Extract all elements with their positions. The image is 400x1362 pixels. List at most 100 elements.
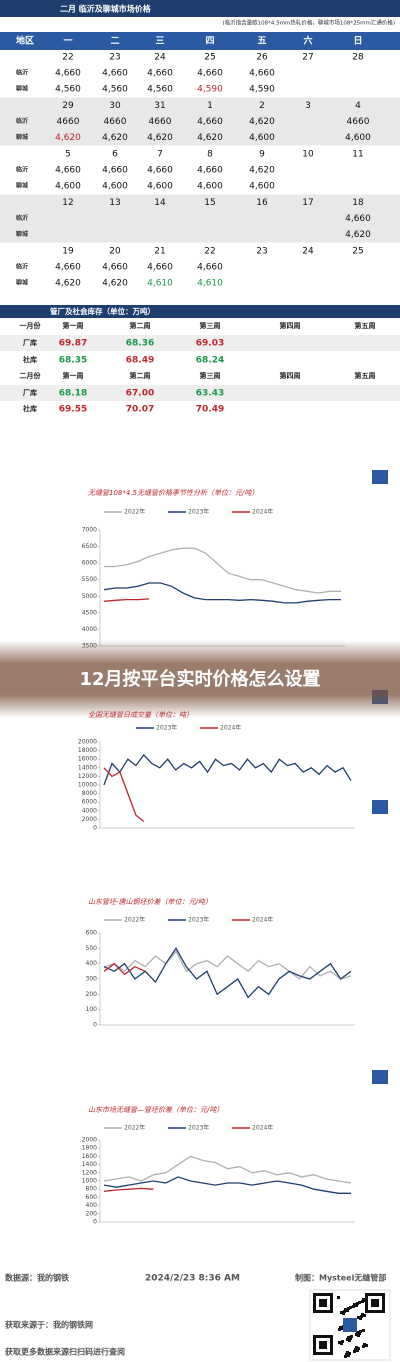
column-header: 四 xyxy=(205,36,214,47)
y-tick-label: 6500 xyxy=(82,543,97,550)
banner xyxy=(0,640,400,718)
price-cell: 4,620 xyxy=(249,166,275,176)
y-tick-label: 4500 xyxy=(82,609,97,616)
table-title: 管厂及社会库存（单位：万吨） xyxy=(50,306,155,316)
date-cell: 29 xyxy=(62,101,74,111)
price-cell: 4,600 xyxy=(345,133,371,143)
qr-module xyxy=(349,1306,352,1309)
qr-module xyxy=(357,1347,360,1350)
qr-module xyxy=(356,1331,359,1334)
y-tick-label: 400 xyxy=(86,1202,98,1209)
legend-label: 2024年 xyxy=(252,508,273,516)
qr-logo xyxy=(343,1318,357,1332)
row-bg xyxy=(0,335,400,351)
date-cell: 10 xyxy=(302,150,314,160)
price-cell: 4,560 xyxy=(55,85,81,95)
stock-cell: 第一周 xyxy=(63,321,84,330)
legend-label: 2022年 xyxy=(124,916,145,924)
legend-label: 2022年 xyxy=(124,508,145,516)
date-cell: 31 xyxy=(154,101,165,111)
qr-module xyxy=(337,1296,340,1299)
y-tick-label: 0 xyxy=(93,1219,97,1226)
price-cell: 4,600 xyxy=(147,182,173,192)
footer-text: 获取来源于：我的钢铁网 xyxy=(4,1320,93,1330)
series-line xyxy=(104,547,341,594)
qr-module xyxy=(362,1329,365,1332)
date-cell: 2 xyxy=(259,101,265,111)
price-cell: 4,660 xyxy=(55,69,81,79)
date-cell: 27 xyxy=(302,53,313,63)
y-tick-label: 2000 xyxy=(82,816,97,823)
qr-module xyxy=(355,1346,358,1349)
stock-cell: 一月份 xyxy=(20,321,42,330)
column-header: 地区 xyxy=(16,35,34,47)
qr-module xyxy=(343,1310,346,1313)
qr-module xyxy=(355,1333,358,1336)
column-header: 五 xyxy=(257,36,266,47)
legend-label: 2024年 xyxy=(220,724,241,732)
price-cell: 4,560 xyxy=(102,85,128,95)
stock-cell: 70.49 xyxy=(196,405,224,415)
price-cell: 4,660 xyxy=(55,263,81,273)
qr-finder-dot xyxy=(319,1341,327,1349)
region-label: 聊城 xyxy=(16,182,28,190)
column-header: 六 xyxy=(303,35,312,47)
stock-cell: 社库 xyxy=(22,355,37,364)
price-cell: 4,660 xyxy=(102,69,128,79)
banner-title: 12月按平台实时价格怎么设置 xyxy=(79,668,320,690)
qr-module xyxy=(347,1354,350,1357)
price-cell: 4,590 xyxy=(197,85,223,95)
date-cell: 19 xyxy=(62,247,74,257)
footer-text: 数据源：我的钢铁 xyxy=(5,1273,69,1283)
price-cell: 4,600 xyxy=(102,182,128,192)
qr-module xyxy=(341,1340,344,1343)
y-tick-label: 500 xyxy=(86,945,98,952)
header-row xyxy=(0,32,400,50)
region-label: 聊城 xyxy=(16,279,28,287)
stock-cell: 二月份 xyxy=(20,371,42,380)
y-tick-label: 12000 xyxy=(78,773,97,780)
stock-cell: 第二周 xyxy=(130,321,151,330)
y-tick-label: 600 xyxy=(86,930,98,937)
price-cell: 4660 xyxy=(347,117,370,127)
y-tick-label: 1200 xyxy=(82,1169,97,1176)
qr-module xyxy=(342,1312,345,1315)
price-cell: 4,600 xyxy=(197,182,223,192)
stock-cell: 68.36 xyxy=(126,339,154,349)
stock-cell: 厂库 xyxy=(23,338,37,347)
qr-module xyxy=(354,1348,357,1351)
y-tick-label: 2000 xyxy=(82,1137,97,1144)
y-tick-label: 18000 xyxy=(78,747,97,754)
price-cell: 4,620 xyxy=(102,279,128,289)
qr-module xyxy=(361,1313,364,1316)
date-cell: 5 xyxy=(65,150,71,160)
row-bg xyxy=(0,194,400,243)
stock-cell: 第四周 xyxy=(280,321,301,330)
qr-module xyxy=(356,1302,359,1305)
price-cell: 4660 xyxy=(57,117,80,127)
qr-module xyxy=(344,1308,347,1311)
series-line xyxy=(103,753,352,786)
qr-module xyxy=(347,1336,350,1339)
price-cell: 4,620 xyxy=(249,117,275,127)
price-cell: 4,660 xyxy=(147,166,173,176)
row-bg xyxy=(0,97,400,146)
price-cell: 4,600 xyxy=(249,133,275,143)
stock-cell: 69.03 xyxy=(196,339,224,349)
date-cell: 18 xyxy=(352,198,364,208)
qr-module xyxy=(348,1352,351,1355)
series-line xyxy=(103,1176,351,1194)
stock-cell: 69.87 xyxy=(59,339,87,349)
qr-module xyxy=(346,1351,349,1354)
qr-module xyxy=(339,1326,342,1329)
stock-cell: 第一周 xyxy=(63,371,84,380)
date-cell: 20 xyxy=(109,247,121,257)
y-tick-label: 16000 xyxy=(78,756,97,763)
footer-text: 制图：Mysteel无缝管部 xyxy=(295,1273,386,1283)
price-cell: 4,660 xyxy=(197,166,223,176)
y-tick-label: 5500 xyxy=(82,576,97,583)
stock-cell: 社库 xyxy=(22,404,37,413)
stock-cell: 厂库 xyxy=(23,388,37,397)
price-cell: 4,620 xyxy=(345,230,371,240)
